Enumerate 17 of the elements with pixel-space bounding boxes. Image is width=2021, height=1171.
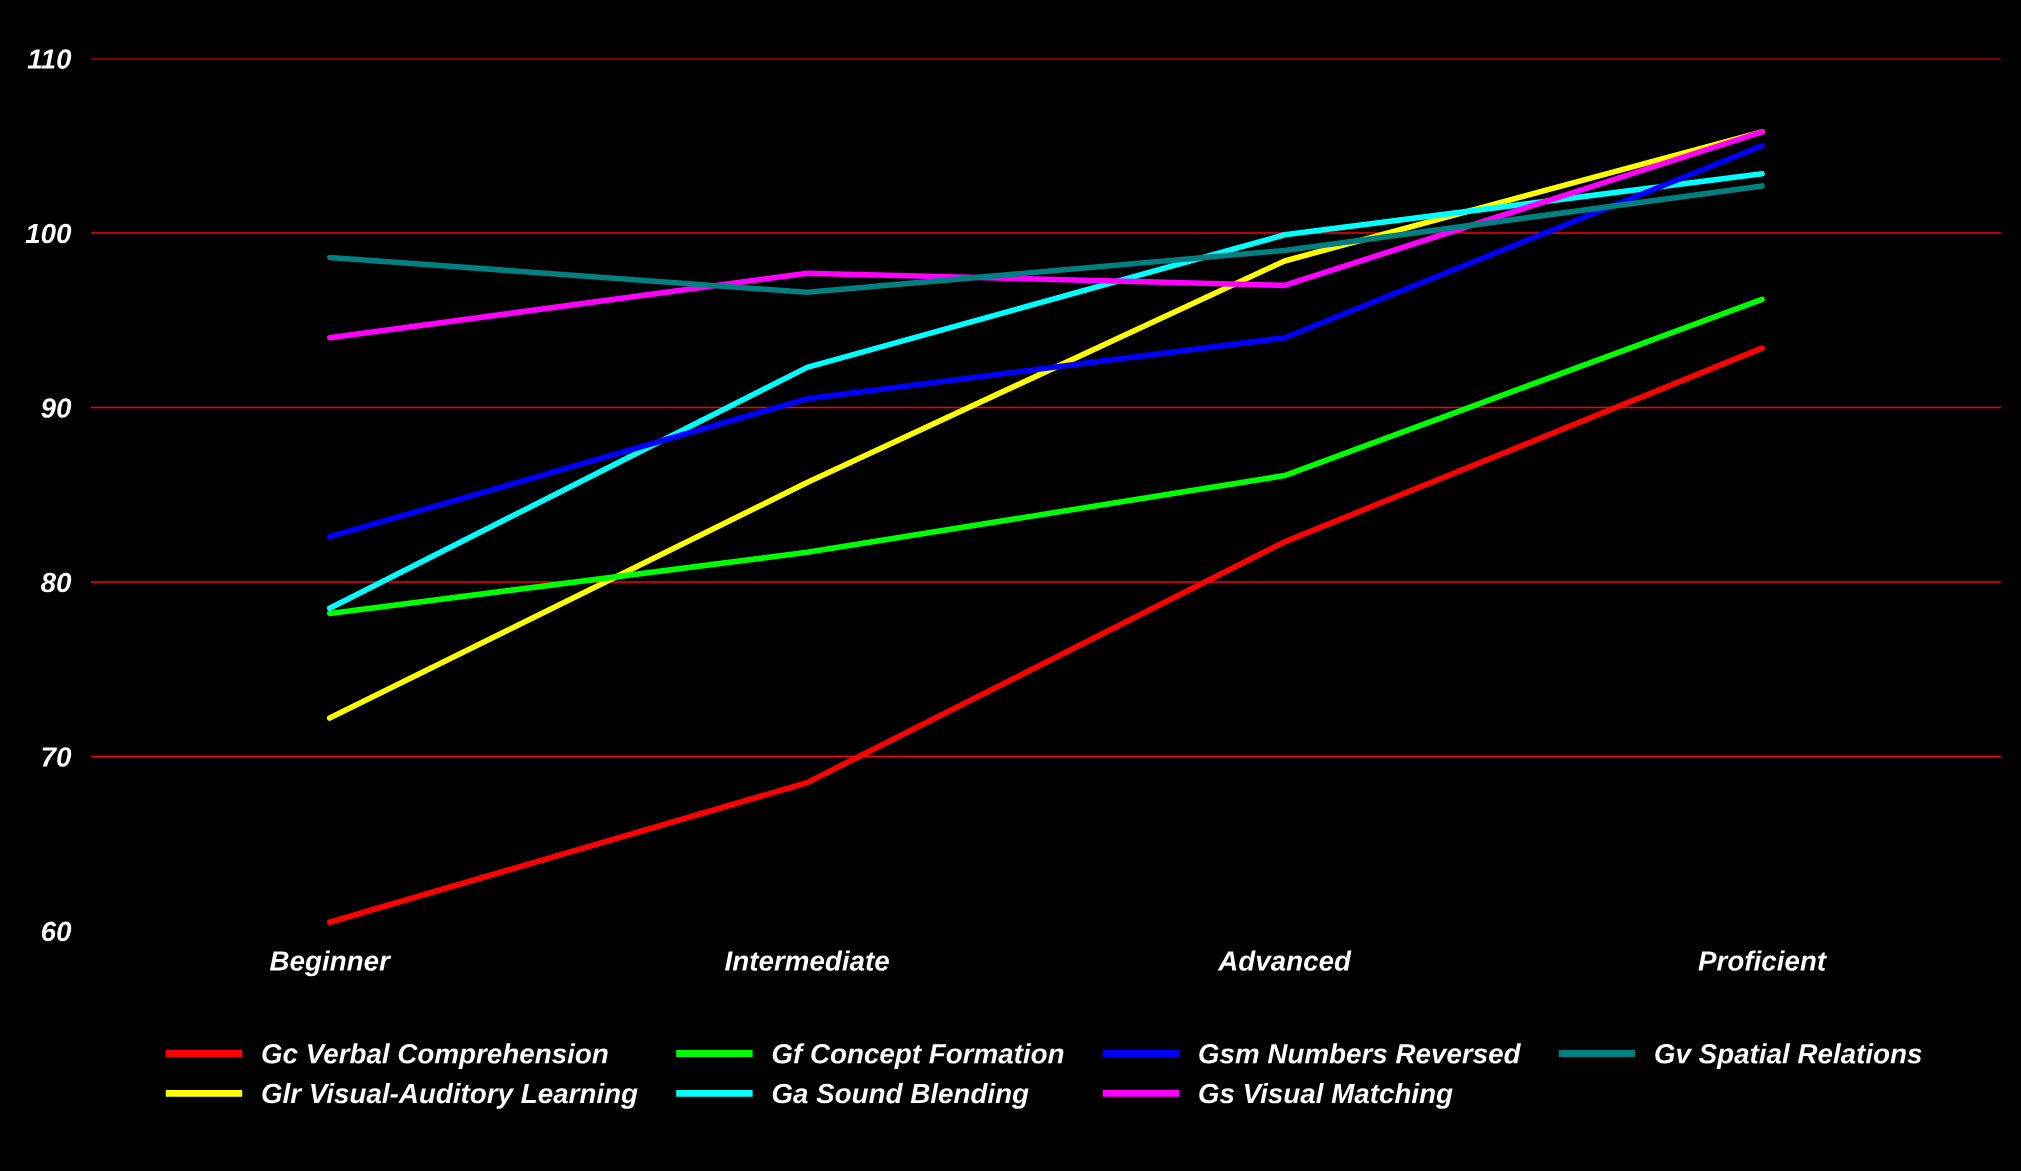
y-tick-label: 110 bbox=[27, 49, 72, 69]
legend-label: Gsm Numbers Reversed bbox=[1199, 1043, 1522, 1064]
legend-label: Ga Sound Blending bbox=[772, 1082, 1029, 1109]
x-tick-label: Intermediate bbox=[725, 950, 889, 971]
y-tick-label: 60 bbox=[41, 921, 72, 942]
x-tick-label: Proficient bbox=[1698, 950, 1828, 971]
x-tick-label: Advanced bbox=[1217, 950, 1352, 971]
legend-label: Gv Spatial Relations bbox=[1655, 1043, 1922, 1070]
legend-label: Glr Visual-Auditory Learning bbox=[262, 1082, 638, 1109]
x-tick-label: Beginner bbox=[269, 950, 392, 977]
y-tick-label: 70 bbox=[42, 747, 72, 767]
y-tick-label: 90 bbox=[41, 398, 72, 418]
legend-label: Gs Visual Matching bbox=[1199, 1082, 1453, 1109]
legend-label: Gf Concept Formation bbox=[772, 1043, 1064, 1070]
legend-label: Gc Verbal Comprehension bbox=[262, 1043, 608, 1070]
y-tick-label: 80 bbox=[40, 572, 72, 593]
y-tick-label: 100 bbox=[25, 223, 72, 244]
